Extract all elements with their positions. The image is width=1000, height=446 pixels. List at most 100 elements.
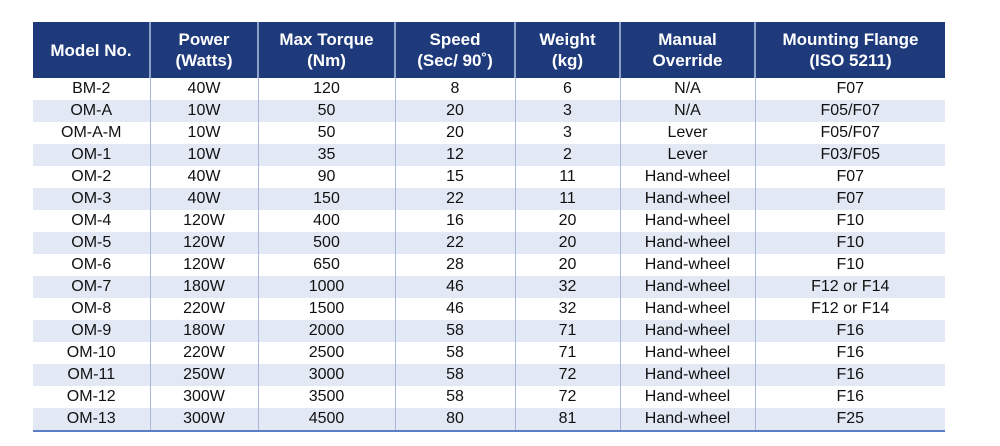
cell-weight: 11 xyxy=(514,166,620,188)
cell-weight: 3 xyxy=(514,122,620,144)
cell-model: OM-5 xyxy=(33,232,150,254)
cell-override: Hand-wheel xyxy=(619,254,755,276)
cell-speed: 20 xyxy=(394,100,515,122)
cell-speed: 58 xyxy=(394,320,515,342)
cell-power: 180W xyxy=(149,320,258,342)
column-header-weight: Weight (kg) xyxy=(514,22,620,78)
cell-power: 120W xyxy=(149,210,258,232)
column-header-model: Model No. xyxy=(33,22,150,78)
cell-override: Hand-wheel xyxy=(619,298,755,320)
cell-override: Hand-wheel xyxy=(619,276,755,298)
column-header-line: Speed xyxy=(429,30,481,49)
header-row: Model No. Power (Watts) Max Torque (Nm) Speed… xyxy=(33,22,945,78)
cell-torque: 2000 xyxy=(257,320,395,342)
cell-weight: 71 xyxy=(514,342,620,364)
cell-flange: F07 xyxy=(754,78,945,100)
cell-model: OM-A xyxy=(33,100,150,122)
cell-power: 40W xyxy=(149,78,258,100)
column-header-line: Max Torque xyxy=(279,30,374,49)
cell-override: Hand-wheel xyxy=(619,386,755,408)
table-row: OM-4 120W 400 16 20 Hand-wheel F10 xyxy=(33,210,945,232)
table-row: OM-A 10W 50 20 3 N/A F05/F07 xyxy=(33,100,945,122)
table-row: OM-13 300W 4500 80 81 Hand-wheel F25 xyxy=(33,408,945,432)
cell-override: Hand-wheel xyxy=(619,342,755,364)
cell-model: OM-7 xyxy=(33,276,150,298)
cell-flange: F05/F07 xyxy=(754,100,945,122)
table-row: OM-7 180W 1000 46 32 Hand-wheel F12 or F14 xyxy=(33,276,945,298)
column-header-line: (Sec/ 90˚) xyxy=(417,51,493,70)
column-header-torque: Max Torque (Nm) xyxy=(257,22,395,78)
cell-speed: 20 xyxy=(394,122,515,144)
cell-speed: 8 xyxy=(394,78,515,100)
table-row: OM-5 120W 500 22 20 Hand-wheel F10 xyxy=(33,232,945,254)
column-header-power: Power (Watts) xyxy=(149,22,258,78)
column-header-line: Model No. xyxy=(50,40,132,60)
cell-torque: 3000 xyxy=(257,364,395,386)
cell-flange: F12 or F14 xyxy=(754,298,945,320)
cell-model: OM-A-M xyxy=(61,124,122,141)
actuator-spec-table: Model No. Power (Watts) Max Torque (Nm) Speed… xyxy=(33,22,945,432)
cell-override: Hand-wheel xyxy=(619,188,755,210)
table-row: BM-2 40W 120 8 6 N/A F07 xyxy=(33,78,945,100)
cell-override: Hand-wheel xyxy=(619,166,755,188)
cell-weight: 32 xyxy=(514,298,620,320)
cell-torque: 400 xyxy=(257,210,395,232)
column-header-line: (kg) xyxy=(551,51,584,70)
cell-model: OM-3 xyxy=(33,188,150,210)
cell-weight: 3 xyxy=(514,100,620,122)
cell-flange: F16 xyxy=(754,342,945,364)
cell-weight: 72 xyxy=(514,364,620,386)
cell-weight: 32 xyxy=(514,276,620,298)
cell-model: OM-10 xyxy=(66,344,116,361)
cell-speed: 12 xyxy=(394,144,515,166)
cell-weight: 2 xyxy=(514,144,620,166)
cell-override: N/A xyxy=(619,100,755,122)
cell-weight: 71 xyxy=(514,320,620,342)
cell-torque: 50 xyxy=(257,122,395,144)
column-header-line: (Nm) xyxy=(307,51,346,70)
cell-power: 220W xyxy=(149,298,258,320)
cell-torque: 650 xyxy=(257,254,395,276)
cell-override: Lever xyxy=(619,122,755,144)
cell-torque: 500 xyxy=(257,232,395,254)
cell-override: N/A xyxy=(619,78,755,100)
cell-torque: 2500 xyxy=(257,342,395,364)
cell-torque: 3500 xyxy=(257,386,395,408)
cell-speed: 28 xyxy=(394,254,515,276)
cell-override: Hand-wheel xyxy=(619,408,755,432)
table-row: OM-2 40W 90 15 11 Hand-wheel F07 xyxy=(33,166,945,188)
cell-power: 300W xyxy=(149,386,258,408)
cell-power: 250W xyxy=(149,364,258,386)
cell-torque: 120 xyxy=(257,78,395,100)
cell-speed: 58 xyxy=(394,364,515,386)
cell-model: OM-11 xyxy=(33,364,150,386)
cell-override: Hand-wheel xyxy=(619,232,755,254)
column-header-speed: Speed (Sec/ 90˚) xyxy=(394,22,515,78)
cell-model: OM-4 xyxy=(71,212,112,229)
cell-weight: 20 xyxy=(514,232,620,254)
cell-speed: 22 xyxy=(394,188,515,210)
cell-override: Lever xyxy=(619,144,755,166)
table-row: OM-6 120W 650 28 20 Hand-wheel F10 xyxy=(33,254,945,276)
cell-power: 300W xyxy=(149,408,258,432)
cell-model: OM-6 xyxy=(71,256,112,273)
cell-torque: 35 xyxy=(257,144,395,166)
cell-speed: 22 xyxy=(394,232,515,254)
cell-flange: F10 xyxy=(754,254,945,276)
table-row: OM-3 40W 150 22 11 Hand-wheel F07 xyxy=(33,188,945,210)
cell-torque: 50 xyxy=(257,100,395,122)
cell-weight: 6 xyxy=(514,78,620,100)
column-header-line: Power xyxy=(178,30,230,49)
cell-flange: F10 xyxy=(754,210,945,232)
cell-override: Hand-wheel xyxy=(619,364,755,386)
cell-flange: F07 xyxy=(754,188,945,210)
cell-torque: 1500 xyxy=(257,298,395,320)
table-row: OM-1 10W 35 12 2 Lever F03/F05 xyxy=(33,144,945,166)
cell-model: BM-2 xyxy=(72,80,111,97)
column-header-line: Override xyxy=(652,51,723,70)
cell-speed: 16 xyxy=(394,210,515,232)
cell-flange: F25 xyxy=(754,408,945,432)
column-header-line: (Watts) xyxy=(175,51,233,70)
cell-speed: 80 xyxy=(394,408,515,432)
cell-speed: 15 xyxy=(394,166,515,188)
